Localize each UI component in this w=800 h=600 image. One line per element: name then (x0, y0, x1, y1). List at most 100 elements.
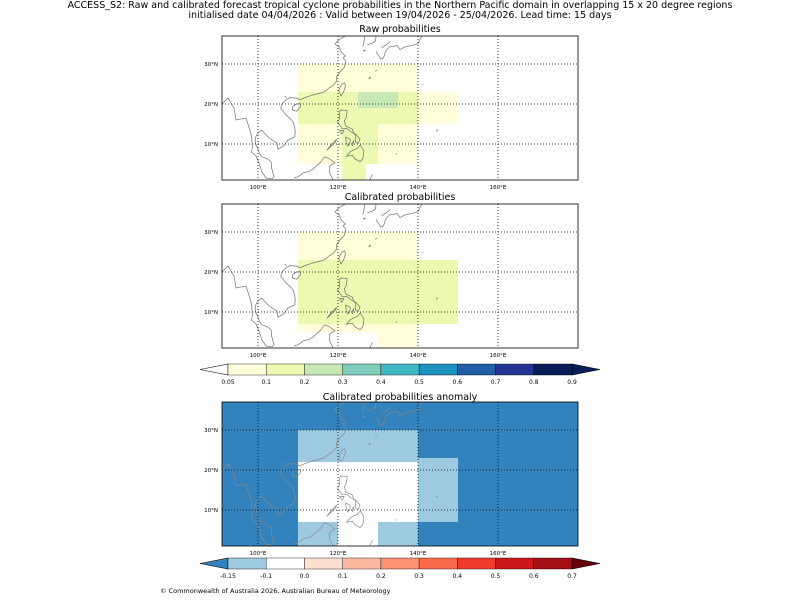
coastline (368, 244, 372, 248)
lon-tick-label: 160°E (490, 551, 507, 557)
colorbar-tick-label: 0.8 (529, 379, 539, 386)
lon-tick-label: 100°E (250, 185, 267, 191)
coastline (354, 133, 361, 144)
colorbar-tick-label: 0.7 (567, 573, 577, 580)
lat-tick-label: 20°N (204, 270, 218, 276)
coastline (354, 301, 361, 312)
colorbar-tick-label: 0.0 (300, 573, 310, 580)
colorbar-segment (304, 363, 343, 376)
coastline (284, 461, 287, 464)
map-frame (221, 203, 579, 349)
coastline (375, 204, 422, 228)
coastline (375, 402, 422, 426)
coastline (395, 321, 398, 323)
colorbar-over-arrow (571, 557, 601, 570)
coastline (381, 209, 391, 217)
coastline (374, 238, 378, 240)
colorbar-tick-label: 0.9 (567, 379, 577, 386)
coastline (354, 499, 361, 510)
colorbar-segment (227, 557, 267, 570)
lon-tick-label: 100°E (250, 551, 267, 557)
coastline (352, 140, 355, 147)
coastline (293, 156, 336, 180)
colorbar-tick-label: 0.5 (491, 573, 501, 580)
coastline (284, 95, 287, 98)
coastline (367, 402, 377, 412)
colorbar-segment (380, 557, 420, 570)
colorbar-segment (342, 557, 382, 570)
coastline (293, 324, 336, 348)
coastline (345, 502, 351, 513)
coastline (345, 312, 365, 331)
probability-cell (418, 92, 458, 124)
lon-tick-label: 160°E (490, 353, 507, 359)
coastline (337, 475, 356, 501)
coastline (436, 129, 438, 132)
coastline (362, 402, 366, 413)
lon-tick-label: 120°E (330, 185, 347, 191)
map-panel-calibrated: 100°E 120°E 140°E 160°E 30°N 20°N 10°N (204, 203, 579, 359)
coastline (363, 415, 366, 418)
coastline (363, 217, 366, 220)
colorbar-segment (418, 363, 458, 376)
colorbar-probability: 0.05 0.1 0.2 0.3 0.4 0.5 0.6 0.7 0.8 0.9 (199, 363, 601, 386)
coastline (352, 308, 355, 315)
coastline (338, 298, 345, 303)
lon-tick-label: 100°E (250, 353, 267, 359)
probability-cell (378, 522, 418, 546)
probability-cell (418, 458, 458, 522)
colorbar-anomaly: -0.15 -0.1 0.0 0.1 0.2 0.3 0.4 0.5 0.6 0.7 (199, 557, 601, 580)
probability-cell (338, 522, 378, 546)
colorbar-tick-label: -0.1 (260, 573, 272, 580)
panel-title-calibrated: Calibrated probabilities (344, 192, 456, 203)
probability-cell (378, 324, 418, 348)
colorbar-segment (342, 363, 382, 376)
colorbar-segment (266, 557, 305, 570)
probability-cell (342, 152, 366, 180)
colorbar-segment (380, 363, 420, 376)
colorbar-tick-label: 0.1 (338, 573, 348, 580)
colorbar-under-arrow (199, 363, 229, 376)
colorbar-segment (457, 557, 496, 570)
coastline (369, 342, 373, 348)
coastline (381, 41, 391, 49)
coastline (381, 407, 391, 415)
coastline (367, 36, 377, 46)
coastline (368, 442, 372, 446)
colorbar-segment (457, 363, 496, 376)
coastline (369, 540, 373, 546)
coastline (326, 138, 338, 151)
coastline (375, 36, 422, 60)
lon-tick-label: 140°E (410, 185, 427, 191)
coastline (345, 510, 365, 529)
colorbar-segment (418, 557, 458, 570)
lon-tick-label: 120°E (330, 551, 347, 557)
colorbar-over-arrow (571, 363, 601, 376)
panel-title-raw: Raw probabilities (359, 24, 441, 35)
colorbar-segment (266, 363, 305, 376)
map-frame (221, 35, 579, 181)
coastline (338, 250, 346, 265)
coastline (395, 519, 398, 521)
figure-subtitle: initialised date 04/04/2026 : Valid betw… (188, 10, 612, 21)
colorbar-tick-label: 0.4 (453, 573, 463, 580)
coastline (374, 70, 378, 72)
lon-tick-label: 140°E (410, 551, 427, 557)
lat-tick-label: 20°N (204, 102, 218, 108)
lon-tick-label: 140°E (410, 353, 427, 359)
colorbar-tick-label: 0.6 (529, 573, 539, 580)
map-frame (221, 401, 579, 547)
coastline (337, 109, 356, 135)
coastline (352, 506, 355, 513)
coastline (374, 436, 378, 438)
coastline (367, 204, 377, 214)
colorbar-segment (495, 363, 534, 376)
map-panel-anomaly: 100°E 120°E 140°E 160°E 30°N 20°N 10°N (204, 401, 579, 557)
colorbar-tick-label: 0.2 (300, 379, 310, 386)
coastline (338, 448, 346, 463)
coastline (338, 496, 345, 501)
colorbar-tick-label: 0.3 (414, 573, 424, 580)
lat-tick-label: 30°N (204, 62, 218, 68)
coastline (222, 36, 347, 180)
